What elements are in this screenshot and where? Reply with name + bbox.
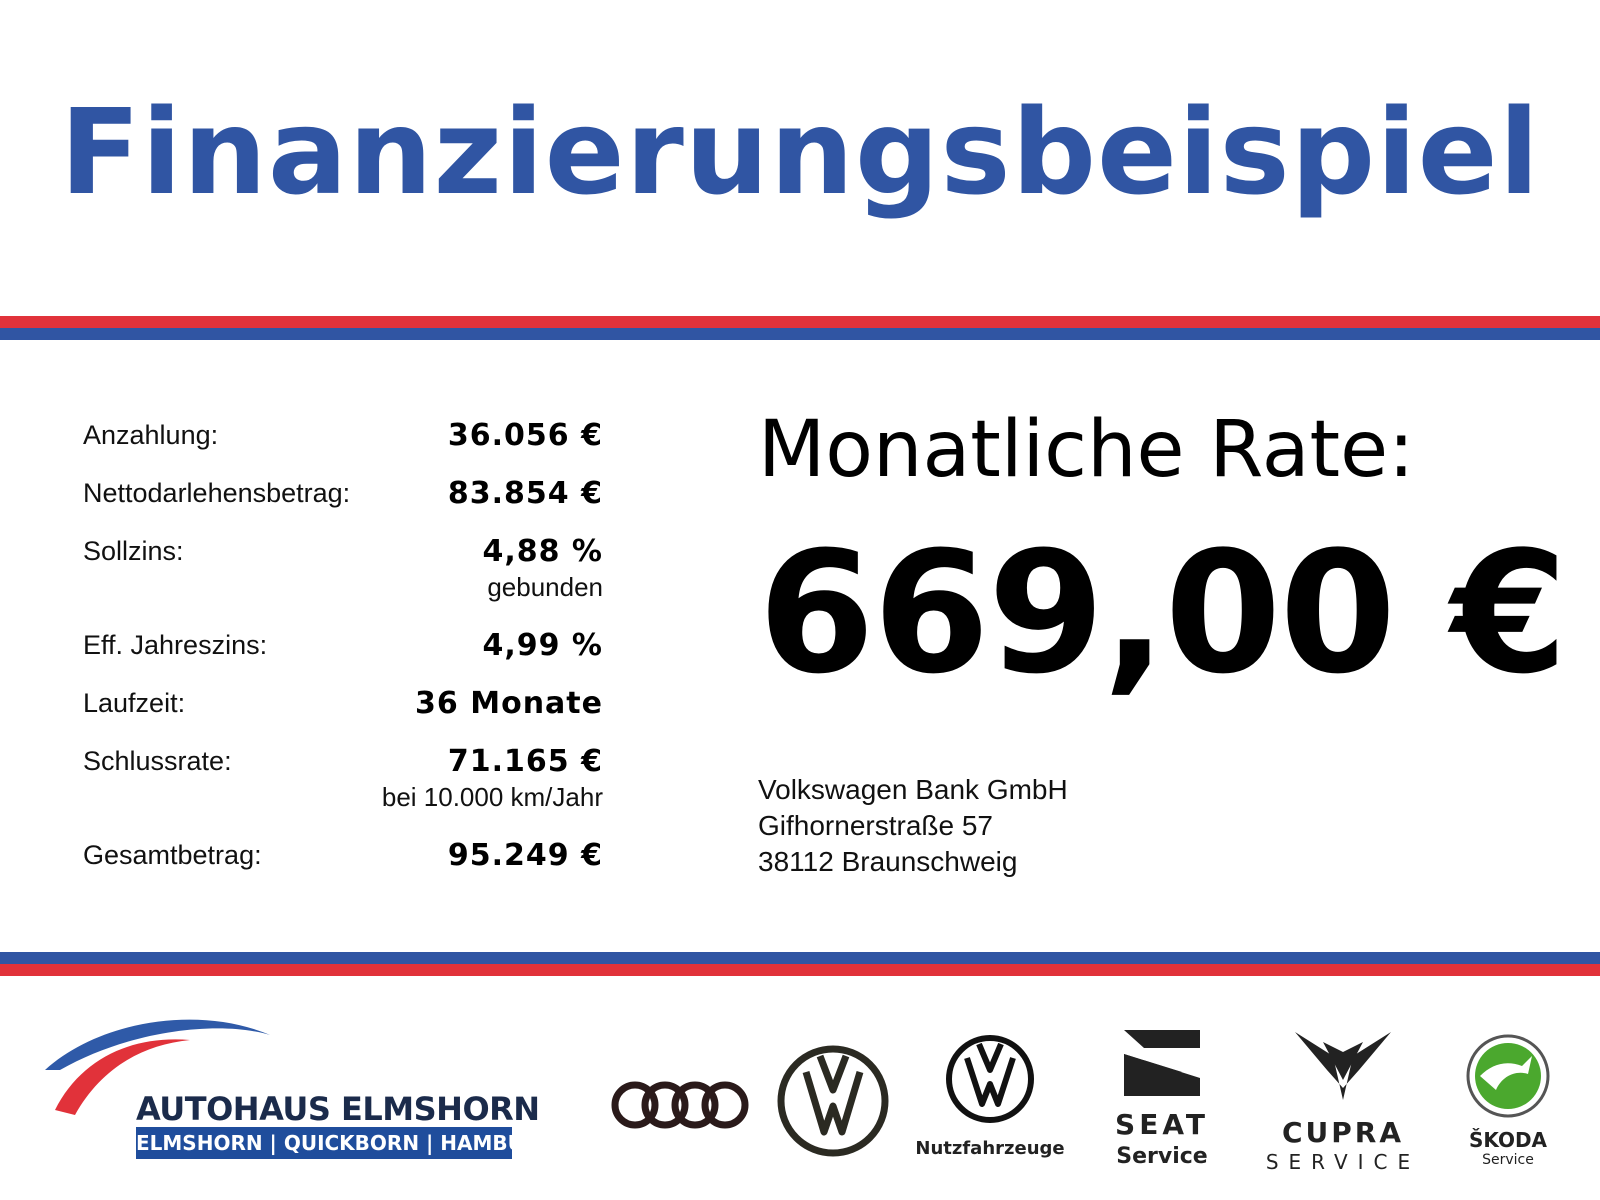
detail-label: Nettodarlehensbetrag: xyxy=(83,478,351,508)
bottom-red-stripe xyxy=(0,964,1600,976)
top-red-stripe xyxy=(0,316,1600,328)
vw-icon xyxy=(777,1045,889,1157)
monthly-rate-value: 669,00 € xyxy=(758,515,1568,711)
seat-caption: Service xyxy=(1116,1144,1208,1169)
skoda-caption: Service xyxy=(1482,1152,1534,1168)
bottom-blue-stripe xyxy=(0,952,1600,964)
dealer-swoosh-icon xyxy=(45,1019,270,1115)
detail-value: 36 Monate xyxy=(415,686,603,721)
cupra-caption: SERVICE xyxy=(1265,1150,1421,1174)
skoda-logo: ŠKODA Service xyxy=(1448,1034,1568,1174)
top-blue-stripe xyxy=(0,328,1600,340)
audi-rings-icon xyxy=(611,1081,749,1129)
vw-commercial-caption: Nutzfahrzeuge xyxy=(915,1138,1065,1159)
seat-logo: SEAT Service xyxy=(1092,1028,1232,1178)
detail-label: Eff. Jahreszins: xyxy=(83,630,268,660)
dealer-logo: AUTOHAUS ELMSHORN ELMSHORN | QUICKBORN |… xyxy=(40,1010,556,1170)
dealer-locations: ELMSHORN | QUICKBORN | HAMBURG xyxy=(136,1127,556,1159)
detail-value: 4,88 % xyxy=(482,534,603,569)
seat-wordmark: SEAT xyxy=(1115,1108,1209,1141)
seat-icon xyxy=(1124,1030,1200,1096)
vw-logo xyxy=(776,1044,890,1158)
detail-value: 95.249 € xyxy=(447,838,603,873)
bank-name: Volkswagen Bank GmbH xyxy=(758,774,1068,805)
cupra-logo: CUPRA SERVICE xyxy=(1258,1030,1428,1174)
audi-logo xyxy=(610,1080,750,1130)
cupra-wordmark: CUPRA xyxy=(1281,1116,1405,1149)
detail-value: 4,99 % xyxy=(482,628,603,663)
bank-city: 38112 Braunschweig xyxy=(758,846,1018,877)
detail-label: Gesamtbetrag: xyxy=(83,840,262,870)
cupra-icon xyxy=(1295,1032,1391,1100)
vw-commercial-logo: Nutzfahrzeuge xyxy=(915,1034,1065,1164)
detail-value: 71.165 € xyxy=(447,744,603,779)
detail-note: gebunden xyxy=(487,572,603,602)
bank-address: Volkswagen Bank GmbH Gifhornerstraße 57 … xyxy=(758,772,1068,880)
detail-label: Schlussrate: xyxy=(83,746,232,776)
detail-note: bei 10.000 km/Jahr xyxy=(381,782,603,812)
bank-street: Gifhornerstraße 57 xyxy=(758,810,993,841)
dealer-name: AUTOHAUS ELMSHORN xyxy=(136,1090,540,1128)
detail-label: Anzahlung: xyxy=(83,420,219,450)
detail-value: 36.056 € xyxy=(447,418,603,453)
detail-label: Laufzeit: xyxy=(83,688,186,718)
monthly-rate-label: Monatliche Rate: xyxy=(758,405,1415,495)
skoda-wordmark: ŠKODA xyxy=(1468,1128,1548,1152)
detail-value: 83.854 € xyxy=(447,476,603,511)
detail-label: Sollzins: xyxy=(83,536,184,566)
page-title: Finanzierungsbeispiel xyxy=(59,83,1541,221)
vw-commercial-icon xyxy=(946,1035,1034,1123)
skoda-icon xyxy=(1466,1034,1550,1118)
